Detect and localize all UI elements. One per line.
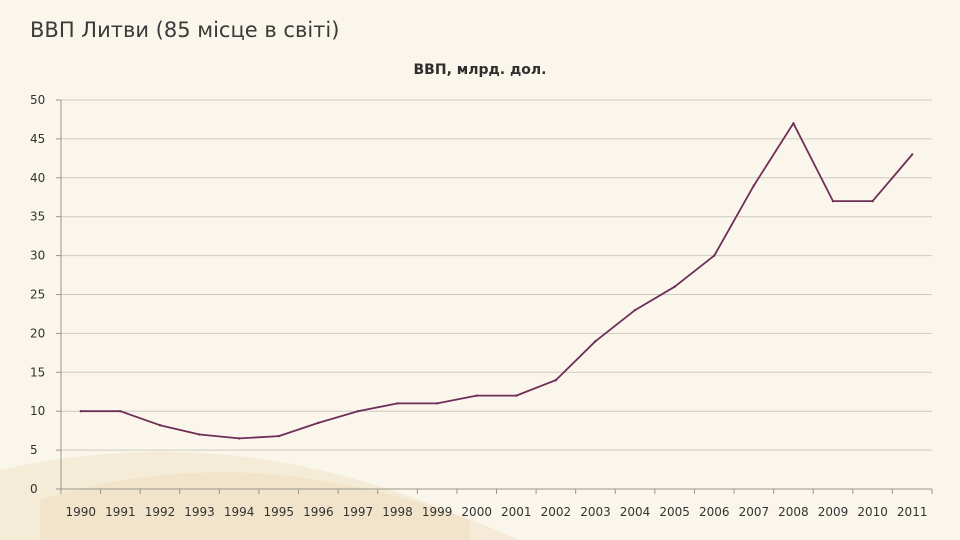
x-tick-label: 2003 bbox=[580, 505, 611, 519]
series-line bbox=[80, 122, 913, 440]
data-point bbox=[356, 410, 360, 413]
x-tick-label: 1998 bbox=[382, 505, 413, 519]
data-point bbox=[831, 199, 835, 203]
data-point bbox=[792, 122, 795, 125]
data-point bbox=[79, 410, 82, 413]
x-tick-label: 2011 bbox=[897, 505, 928, 519]
data-point bbox=[871, 199, 874, 203]
data-point bbox=[435, 402, 439, 405]
data-point bbox=[911, 153, 914, 156]
x-tick-label: 1996 bbox=[303, 505, 334, 519]
grid bbox=[61, 99, 932, 451]
x-tick-label: 2000 bbox=[461, 505, 492, 519]
x-tick-label: 2008 bbox=[778, 505, 809, 519]
chart-title: ВВП, млрд. дол. bbox=[413, 62, 547, 78]
x-tick-label: 1992 bbox=[145, 505, 176, 519]
x-tick-label: 2006 bbox=[699, 505, 730, 519]
y-tick-label: 30 bbox=[30, 249, 45, 263]
data-point bbox=[475, 394, 478, 397]
data-point bbox=[673, 285, 676, 288]
x-tick-label: 1994 bbox=[224, 505, 255, 519]
x-tick-label: 2005 bbox=[659, 505, 690, 519]
x-tick-label: 2007 bbox=[739, 505, 770, 519]
data-point bbox=[198, 433, 201, 436]
data-point bbox=[633, 308, 637, 312]
y-tick-label: 35 bbox=[30, 210, 45, 224]
y-axis-ticks: 0 5 10 15 20 25 30 35 40 45 50 bbox=[30, 93, 61, 496]
y-tick-label: 5 bbox=[30, 443, 38, 457]
data-point bbox=[752, 184, 756, 187]
x-tick-label: 1993 bbox=[184, 505, 215, 519]
x-tick-label: 1990 bbox=[66, 505, 97, 519]
y-tick-label: 15 bbox=[30, 365, 45, 379]
x-axis: 1990 1991 1992 1993 1994 1995 1996 1997 1998 1999… bbox=[60, 100, 933, 519]
data-point bbox=[277, 434, 280, 438]
x-tick-label: 2010 bbox=[857, 505, 888, 519]
data-point bbox=[515, 394, 518, 397]
data-point bbox=[237, 437, 241, 440]
x-tick-label: 2004 bbox=[620, 505, 651, 519]
y-tick-label: 0 bbox=[30, 482, 38, 496]
y-tick-label: 20 bbox=[30, 326, 45, 340]
data-point bbox=[396, 402, 399, 405]
data-point bbox=[317, 421, 320, 425]
series bbox=[79, 122, 914, 440]
y-tick-label: 10 bbox=[30, 404, 45, 418]
y-tick-label: 40 bbox=[30, 171, 45, 185]
y-tick-label: 45 bbox=[30, 132, 45, 146]
x-tick-label: 2009 bbox=[818, 505, 849, 519]
y-tick-label: 25 bbox=[30, 288, 45, 302]
x-tick-label: 1999 bbox=[422, 505, 453, 519]
y-tick-label: 50 bbox=[30, 93, 45, 107]
x-tick-label: 2001 bbox=[501, 505, 532, 519]
data-point bbox=[119, 410, 122, 413]
data-point bbox=[594, 339, 597, 343]
x-tick-label: 1991 bbox=[105, 505, 136, 519]
data-point bbox=[713, 254, 716, 257]
data-point bbox=[554, 378, 558, 382]
x-tick-label: 1995 bbox=[263, 505, 294, 519]
x-tick-label: 1997 bbox=[343, 505, 374, 519]
data-point bbox=[158, 424, 162, 427]
x-tick-label: 2002 bbox=[541, 505, 572, 519]
slide-title: ВВП Литви (85 місце в світі) bbox=[30, 18, 340, 42]
